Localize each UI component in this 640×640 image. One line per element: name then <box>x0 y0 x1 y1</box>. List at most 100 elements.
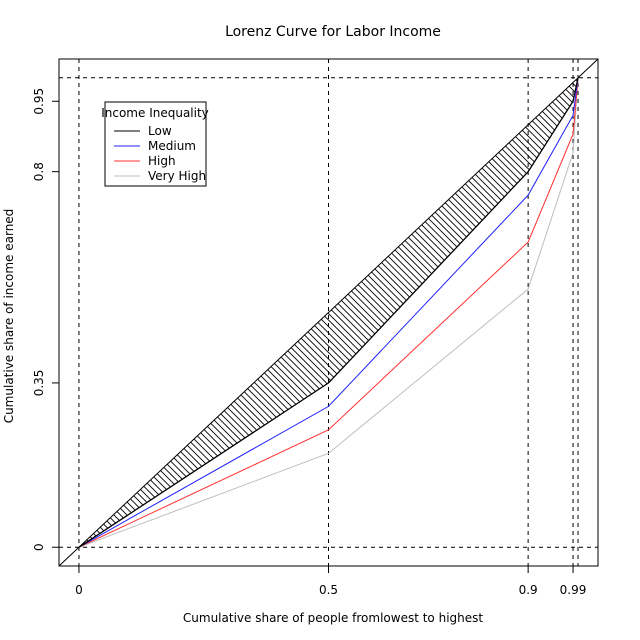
hatch-line <box>78 77 428 548</box>
hatch-line <box>78 77 579 548</box>
hatch-line <box>248 77 579 548</box>
hatch-line <box>78 77 579 548</box>
x-tick-label: 0 <box>75 583 83 597</box>
hatch-line <box>78 77 493 548</box>
hatch-line <box>151 77 579 548</box>
hatch-line <box>587 0 640 640</box>
hatch-line <box>443 77 579 548</box>
hatch-line <box>78 77 579 548</box>
hatch-line <box>78 77 409 548</box>
hatch-line <box>600 0 640 640</box>
y-tick-label: 0.35 <box>32 370 46 397</box>
hatch-line <box>613 0 640 640</box>
hatch-line <box>78 77 454 548</box>
hatch-line <box>385 77 579 548</box>
hatch-line <box>450 77 579 548</box>
hatch-line <box>268 77 579 548</box>
series-line-high <box>78 77 579 548</box>
hatch-line <box>78 77 162 548</box>
series-line-low <box>78 77 579 548</box>
hatch-line <box>320 77 579 548</box>
hatch-line <box>300 77 579 548</box>
hatch-line <box>157 77 579 548</box>
hatch-line <box>78 77 194 548</box>
hatch-line <box>620 0 640 640</box>
hatch-line <box>86 77 579 548</box>
hatch-line <box>78 77 519 548</box>
hatch-line <box>222 77 579 548</box>
legend-title: Income Inequality <box>101 106 209 120</box>
x-tick-label: 0.9 <box>519 583 538 597</box>
hatch-line <box>78 77 422 548</box>
legend-entry-label: Very High <box>148 169 206 183</box>
hatch-line <box>164 77 579 548</box>
hatch-line <box>313 77 579 548</box>
hatch-line <box>78 77 579 548</box>
hatch-line <box>307 77 579 548</box>
hatch-line <box>78 77 201 548</box>
series-line-very-high <box>78 77 579 548</box>
legend-entry-label: Low <box>148 124 172 138</box>
legend-box <box>104 101 207 187</box>
hatch-line <box>294 77 579 548</box>
hatch-line <box>489 77 579 548</box>
hatch-line <box>626 0 640 640</box>
hatch-line <box>404 77 579 548</box>
hatch-line <box>573 77 579 548</box>
hatch-line <box>372 77 579 548</box>
hatch-line <box>495 77 579 548</box>
equality-line <box>58 58 599 567</box>
hatch-line <box>78 77 579 548</box>
hatch-line <box>79 77 579 548</box>
x-tick-label: 0.5 <box>319 583 338 597</box>
hatch-line <box>78 77 487 548</box>
hatch-line <box>78 77 123 548</box>
hatch-line <box>528 77 579 548</box>
hatch-line <box>78 77 506 548</box>
hatch-line <box>521 77 579 548</box>
hatch-line <box>78 77 579 548</box>
hatch-line <box>235 77 579 548</box>
hatch-line <box>78 77 415 548</box>
hatch-line <box>287 77 579 548</box>
hatch-line <box>78 77 579 548</box>
hatch-line <box>417 77 579 548</box>
y-tick-label: 0.8 <box>32 162 46 181</box>
hatch-line <box>482 77 579 548</box>
hatch-line <box>78 77 142 548</box>
hatch-line <box>78 77 532 548</box>
hatch-line <box>112 77 579 548</box>
hatch-line <box>437 77 579 548</box>
hatch-line <box>365 77 579 548</box>
hatch-line <box>274 77 579 548</box>
y-axis-label: Cumulative share of income earned <box>2 209 16 424</box>
hatch-line <box>242 77 579 548</box>
hatch-line <box>78 77 129 548</box>
hatch-line <box>118 77 579 548</box>
hatch-line <box>78 77 110 548</box>
hatch-line <box>78 77 370 548</box>
hatch-line <box>78 77 207 548</box>
hatch-line <box>346 77 579 548</box>
hatch-line <box>78 77 337 548</box>
hatch-line <box>78 77 579 548</box>
hatch-line <box>78 77 188 548</box>
hatch-line <box>78 77 324 548</box>
hatch-line <box>78 77 136 548</box>
hatch-line <box>78 77 579 548</box>
hatch-line <box>515 77 579 548</box>
hatch-line <box>138 77 579 548</box>
hatch-line <box>125 77 579 548</box>
hatch-line <box>78 77 461 548</box>
hatch-line <box>78 77 357 548</box>
hatch-line <box>78 77 579 548</box>
hatch-line <box>255 77 579 548</box>
hatch-line <box>177 77 579 548</box>
hatch-line <box>469 77 579 548</box>
hatch-line <box>78 77 318 548</box>
hatch-line <box>131 77 579 548</box>
